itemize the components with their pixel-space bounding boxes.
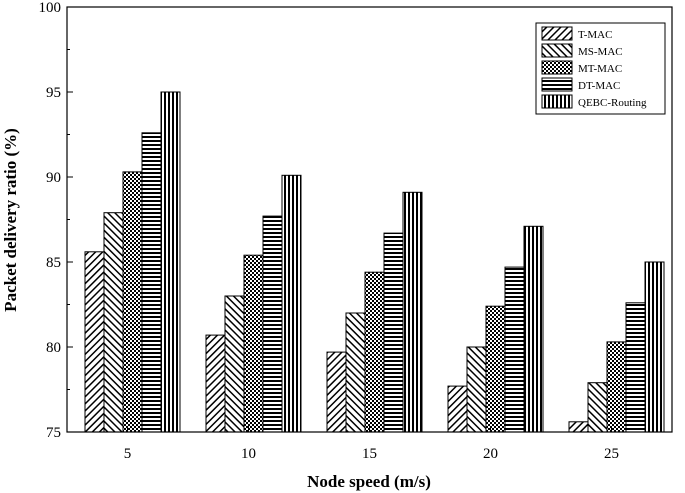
bar-dt-mac-5 — [141, 132, 162, 433]
bar-ms-mac-10 — [224, 295, 245, 433]
bar-mt-mac-25 — [606, 341, 627, 433]
legend-swatch-qebc-routing — [541, 94, 573, 109]
y-tick-label-100: 100 — [39, 0, 62, 16]
bar-ms-mac-15 — [345, 312, 366, 433]
x-tick-label-25: 25 — [604, 446, 619, 462]
legend-label-mt-mac: MT-MAC — [578, 63, 622, 75]
bar-mt-mac-10 — [243, 254, 264, 433]
bar-ms-mac-20 — [466, 346, 487, 433]
bar-t-mac-10 — [205, 334, 226, 433]
bar-dt-mac-20 — [504, 266, 525, 433]
legend-swatch-mt-mac — [541, 60, 573, 75]
legend-label-dt-mac: DT-MAC — [578, 80, 620, 92]
bar-dt-mac-10 — [262, 215, 283, 433]
legend-label-t-mac: T-MAC — [578, 29, 612, 41]
bar-mt-mac-20 — [485, 305, 506, 433]
y-tick-label-85: 85 — [46, 255, 61, 271]
legend-label-qebc-routing: QEBC-Routing — [578, 97, 647, 109]
x-tick-label-10: 10 — [241, 446, 256, 462]
x-tick-label-5: 5 — [124, 446, 132, 462]
bar-t-mac-5 — [84, 251, 105, 433]
bar-t-mac-20 — [447, 385, 468, 433]
y-axis-title: Packet delivery ratio (%) — [1, 128, 20, 312]
x-tick-label-20: 20 — [483, 446, 498, 462]
bar-ms-mac-5 — [103, 212, 124, 433]
bar-qebc-routing-25 — [644, 261, 665, 433]
legend-swatch-dt-mac — [541, 77, 573, 92]
legend-swatch-t-mac — [541, 26, 573, 41]
bar-t-mac-25 — [568, 421, 589, 433]
x-tick-label-15: 15 — [362, 446, 377, 462]
bar-qebc-routing-15 — [402, 191, 423, 433]
legend-label-ms-mac: MS-MAC — [578, 46, 623, 58]
bar-mt-mac-15 — [364, 271, 385, 433]
bars-group — [84, 91, 665, 433]
bar-qebc-routing-20 — [523, 225, 544, 433]
ticks-group: 75 80 85 90 95 100 5 10 15 20 25 — [39, 0, 620, 462]
bar-dt-mac-25 — [625, 302, 646, 433]
bar-qebc-routing-10 — [281, 174, 302, 433]
y-tick-label-75: 75 — [46, 425, 61, 441]
legend-swatch-ms-mac — [541, 43, 573, 58]
y-tick-label-80: 80 — [46, 340, 61, 356]
legend: T-MAC MS-MAC MT-MAC DT-MAC QEBC-Routing — [535, 22, 666, 115]
y-tick-label-90: 90 — [46, 170, 61, 186]
bar-qebc-routing-5 — [160, 91, 181, 433]
y-tick-label-95: 95 — [46, 85, 61, 101]
bar-dt-mac-15 — [383, 232, 404, 433]
bar-mt-mac-5 — [122, 171, 143, 433]
x-axis-title: Node speed (m/s) — [307, 472, 431, 491]
bar-t-mac-15 — [326, 351, 347, 433]
bar-ms-mac-25 — [587, 382, 608, 433]
